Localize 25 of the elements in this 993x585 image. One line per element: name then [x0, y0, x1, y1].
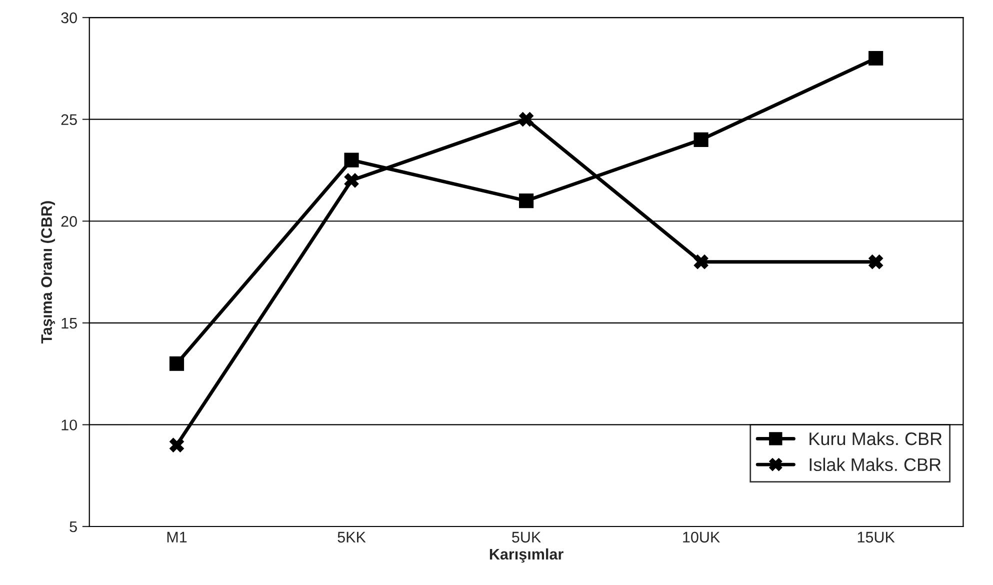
point	[344, 152, 359, 168]
point	[169, 356, 184, 371]
x-tick-label: M1	[167, 532, 187, 542]
point	[169, 438, 184, 452]
y-tick-label: 10	[62, 420, 77, 430]
x-tick-label: 5KK	[338, 532, 366, 543]
y-tick-label: 15	[62, 318, 77, 329]
y-axis-title: Taşıma Oranı (CBR)	[40, 201, 56, 344]
point	[694, 254, 708, 270]
y-tick-label: 30	[61, 12, 77, 24]
x-tick-label: 5UK	[512, 532, 541, 543]
point	[344, 173, 359, 188]
y-tick-label: 25	[61, 114, 77, 126]
y-tick-label: 5	[70, 522, 77, 532]
point	[694, 132, 708, 147]
x-tick-label: 15UK	[858, 532, 895, 543]
legend-label: Islak Maks. CBR	[810, 458, 941, 472]
point	[868, 254, 884, 270]
y-tick-label: 20	[61, 216, 77, 227]
x-axis-title: Karışımlar	[490, 548, 564, 563]
x-tick-label: 10UK	[683, 532, 720, 543]
legend-label: Kuru Maks. CBR	[810, 432, 942, 446]
point	[518, 112, 534, 127]
point	[868, 50, 884, 66]
point	[518, 193, 534, 208]
